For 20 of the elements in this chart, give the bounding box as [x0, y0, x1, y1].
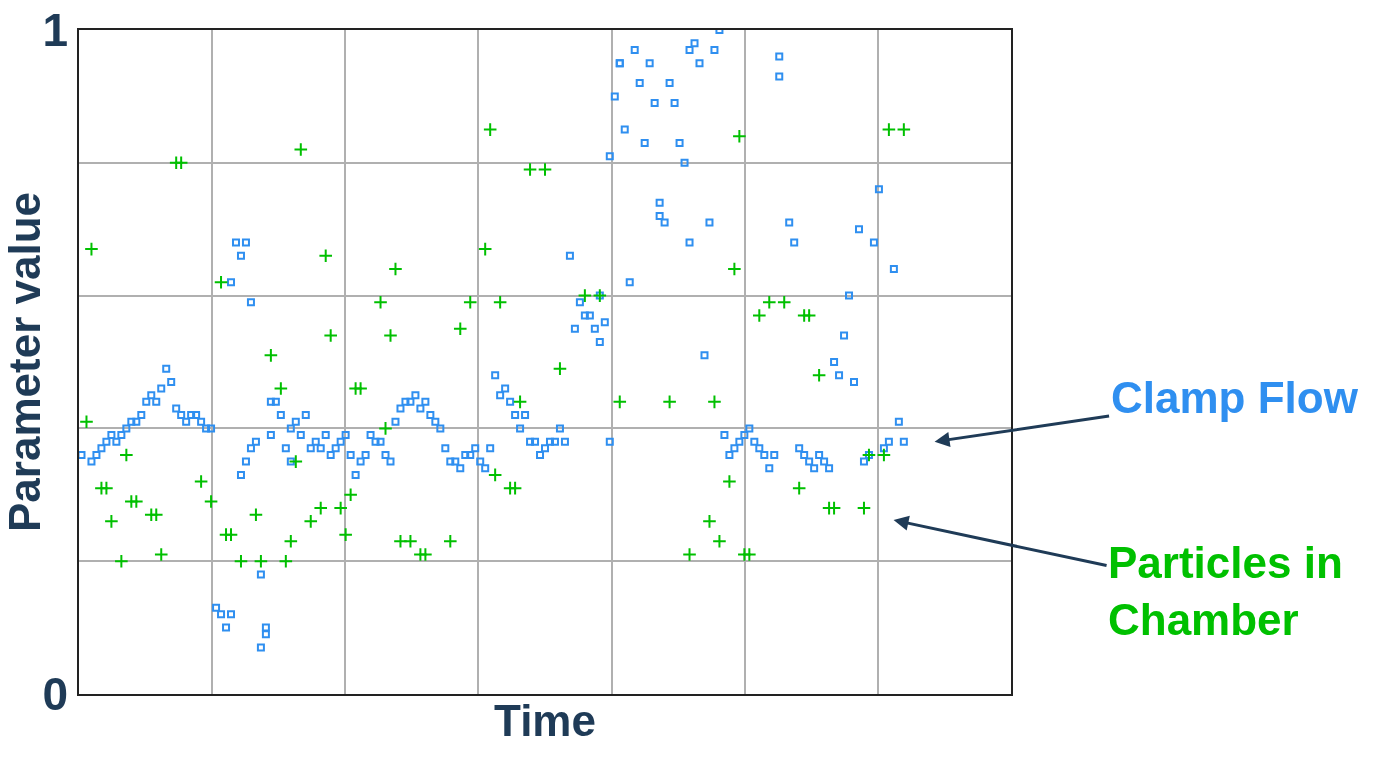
point [266, 397, 275, 406]
point [655, 211, 664, 220]
point [236, 470, 245, 479]
point [261, 630, 270, 639]
point [775, 52, 784, 61]
point [615, 59, 624, 68]
point [227, 278, 236, 287]
y-tick-label: 0 [42, 668, 69, 721]
point [256, 643, 265, 652]
point [595, 291, 604, 300]
point [605, 152, 614, 161]
y-axis-title: Parameter value [0, 192, 49, 532]
point [241, 457, 250, 466]
point [685, 238, 694, 247]
text: Clamp Flow [1111, 373, 1359, 422]
point [246, 444, 255, 453]
point [286, 457, 295, 466]
text: Particles in Chamber [1108, 538, 1343, 645]
x-axis-title: Time [494, 695, 596, 745]
y-tick-label: 1 [42, 4, 69, 57]
